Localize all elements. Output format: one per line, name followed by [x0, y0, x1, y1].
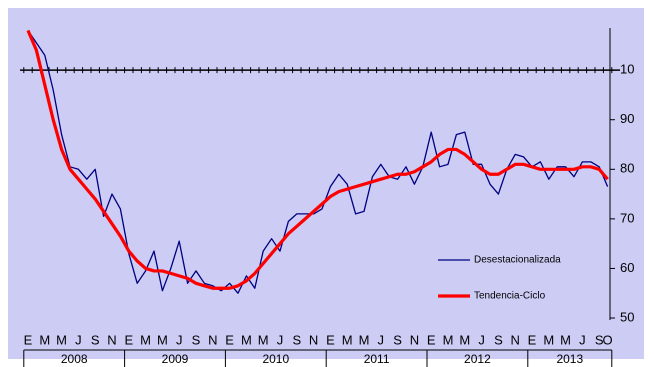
year-label: 2011 — [364, 352, 390, 366]
x-tick-label: J — [176, 332, 183, 347]
x-tick-label: E — [326, 332, 335, 347]
y-tick-label: 10 — [620, 62, 634, 77]
y-tick-label: 70 — [620, 210, 634, 225]
year-label: 2010 — [262, 352, 289, 366]
x-tick-label: J — [478, 332, 485, 347]
x-tick-label: M — [359, 332, 370, 347]
legend-label: Tendencia-Ciclo — [474, 291, 546, 302]
x-tick-label: M — [258, 332, 269, 347]
x-tick-label: N — [107, 332, 116, 347]
chart-area — [8, 8, 644, 359]
x-tick-label: E — [528, 332, 537, 347]
x-tick-label: N — [309, 332, 318, 347]
x-tick-label: M — [39, 332, 50, 347]
y-tick-label: 60 — [620, 260, 634, 275]
x-tick-label: E — [24, 332, 33, 347]
x-tick-label: S — [292, 332, 301, 347]
x-tick-label: S — [192, 332, 201, 347]
x-tick-label: N — [410, 332, 419, 347]
x-tick-label: M — [543, 332, 554, 347]
y-tick-label: 50 — [620, 309, 634, 324]
y-tick-label: 80 — [620, 161, 634, 176]
legend-label: Desestacionalizada — [474, 255, 561, 266]
x-tick-label: M — [140, 332, 151, 347]
x-tick-label: N — [208, 332, 217, 347]
y-tick-label: 90 — [620, 111, 634, 126]
x-tick-label: O — [603, 332, 613, 347]
x-tick-label: J — [277, 332, 284, 347]
x-tick-label: M — [241, 332, 252, 347]
x-tick-label: M — [157, 332, 168, 347]
year-label: 2013 — [556, 352, 583, 366]
x-tick-label: S — [595, 332, 604, 347]
x-tick-label: E — [427, 332, 436, 347]
data-line — [26, 29, 609, 290]
x-tick-label: M — [443, 332, 454, 347]
year-label: 2008 — [61, 352, 88, 366]
x-tick-label: M — [342, 332, 353, 347]
x-tick-label: J — [75, 332, 82, 347]
x-tick-label: S — [494, 332, 503, 347]
x-tick-label: S — [393, 332, 402, 347]
x-tick-label: M — [459, 332, 470, 347]
x-tick-label: E — [225, 332, 234, 347]
x-tick-label: E — [124, 332, 133, 347]
x-tick-label: M — [560, 332, 571, 347]
x-tick-label: J — [579, 332, 586, 347]
x-tick-label: S — [91, 332, 100, 347]
x-tick-label: J — [378, 332, 385, 347]
x-tick-label: N — [511, 332, 520, 347]
year-label: 2012 — [464, 352, 491, 366]
data-line — [27, 30, 609, 294]
x-tick-label: M — [56, 332, 67, 347]
year-label: 2009 — [162, 352, 189, 366]
